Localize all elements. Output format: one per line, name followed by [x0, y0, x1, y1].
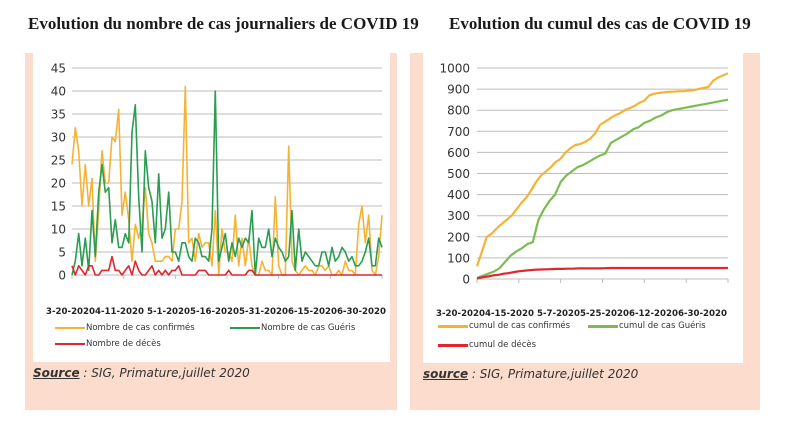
- daily-cases-chart: 0 5 10 15 20 25 30 35 40 45 3-20-20204-11-2020 5-1…: [46, 62, 386, 318]
- legend-swatch-cumul-deaths: [438, 343, 468, 347]
- legend-swatch-cumul-confirmed: [438, 324, 468, 328]
- y-tick-label: 500: [447, 167, 470, 181]
- series-line-recovered_daily: [71, 90, 383, 276]
- source-text: : SIG, Primature,juillet 2020: [468, 367, 639, 381]
- y-tick-label: 40: [51, 85, 66, 99]
- y-tick-label: 0: [462, 273, 470, 287]
- y-tick-label: 35: [51, 108, 66, 122]
- x-tick-labels: 3-20-20204-11-2020 5-1-20205-16-20205-31…: [46, 307, 386, 317]
- y-tick-label: 200: [447, 230, 470, 244]
- y-tick-label: 600: [447, 146, 470, 160]
- legend-swatch-confirmed: [55, 327, 85, 329]
- series-line-deaths: [476, 266, 728, 280]
- legend-label-deaths: Nombre de décès: [86, 339, 161, 349]
- y-tick-label: 0: [58, 269, 66, 283]
- x-tick-labels: 3-20-20204-15-2020 5-7-20205-25-20206-12…: [436, 309, 727, 319]
- legend-item-cumul-deaths: cumul de décès: [438, 340, 536, 350]
- y-tick-label: 45: [51, 62, 66, 76]
- series-line-recovered_cumul: [476, 98, 729, 279]
- y-tick-label: 15: [51, 200, 66, 214]
- series-line-confirmed: [475, 72, 729, 267]
- left-chart-title: Evolution du nombre de cas journaliers d…: [28, 14, 419, 33]
- series-line-deaths: [71, 255, 382, 276]
- y-tick-label: 900: [447, 83, 470, 97]
- legend-label-cumul-confirmed: cumul de cas confirmés: [469, 321, 571, 331]
- y-tick-label: 700: [447, 125, 470, 139]
- legend-item-cumul-recovered: cumul de cas Guéris: [588, 321, 706, 331]
- legend-item-recovered: Nombre de cas Guéris: [230, 323, 355, 333]
- cumulative-cases-chart-area: 0 100 200 300 400 500 600 700 800 900 1000 3-20-202…: [423, 53, 743, 363]
- daily-cases-panel: 0 5 10 15 20 25 30 35 40 45 3-20-20204-11-2020 5-1…: [25, 53, 397, 410]
- y-tick-label: 1000: [439, 62, 470, 76]
- y-tick-label: 100: [447, 251, 470, 265]
- right-chart-title: Evolution du cumul des cas de COVID 19: [449, 14, 751, 33]
- left-source-note: Source : SIG, Primature,juillet 2020: [33, 366, 250, 380]
- right-source-note: source : SIG, Primature,juillet 2020: [423, 367, 638, 381]
- y-tick-label: 10: [51, 223, 66, 237]
- legend-swatch-cumul-recovered: [588, 324, 618, 328]
- y-tick-label: 5: [58, 246, 66, 260]
- legend-label-cumul-deaths: cumul de décès: [469, 340, 537, 350]
- cumulative-cases-chart: 0 100 200 300 400 500 600 700 800 900 1000 3-20-202…: [436, 62, 729, 319]
- y-tick-label: 25: [51, 154, 66, 168]
- source-label: Source: [33, 366, 80, 380]
- y-tick-label: 20: [51, 177, 66, 191]
- legend-item-confirmed: Nombre de cas confirmés: [55, 323, 195, 333]
- legend-label-recovered: Nombre de cas Guéris: [261, 323, 356, 333]
- cumulative-cases-panel: 0 100 200 300 400 500 600 700 800 900 1000 3-20-202…: [410, 53, 760, 410]
- legend-item-cumul-confirmed: cumul de cas confirmés: [438, 321, 570, 331]
- y-tick-label: 300: [447, 209, 470, 223]
- y-tick-label: 800: [447, 104, 470, 118]
- legend-swatch-recovered: [230, 327, 260, 329]
- legend-label-confirmed: Nombre de cas confirmés: [86, 323, 195, 333]
- legend-item-deaths: Nombre de décès: [55, 339, 161, 349]
- y-tick-label: 400: [447, 188, 470, 202]
- source-text: : SIG, Primature,juillet 2020: [79, 366, 250, 380]
- daily-cases-chart-area: 0 5 10 15 20 25 30 35 40 45 3-20-20204-11-2020 5-1…: [33, 53, 390, 362]
- y-tick-label: 30: [51, 131, 66, 145]
- legend-swatch-deaths: [55, 343, 85, 345]
- source-label: source: [423, 367, 469, 381]
- legend-label-cumul-recovered: cumul de cas Guéris: [619, 321, 706, 331]
